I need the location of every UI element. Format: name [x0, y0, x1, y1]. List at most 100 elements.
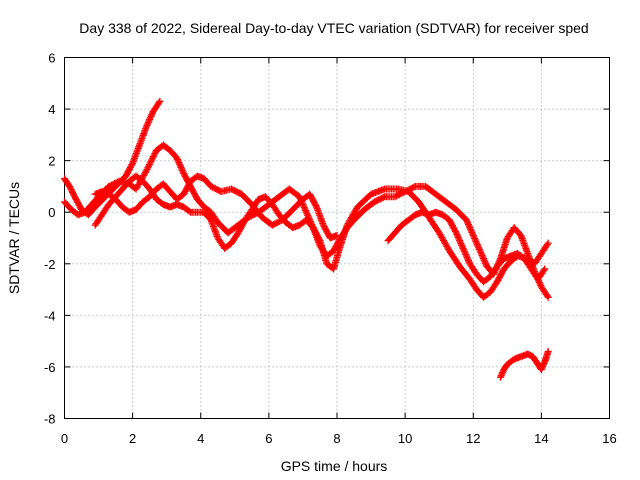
data-point-marker: [145, 117, 153, 125]
data-point-marker: [303, 210, 311, 218]
x-tick-label: 2: [129, 431, 136, 446]
data-point-marker: [465, 222, 473, 230]
data-point-marker: [464, 221, 472, 229]
x-tick-label: 12: [466, 431, 480, 446]
data-point-marker: [144, 164, 152, 172]
y-tick-label: 2: [48, 154, 55, 169]
data-point-marker: [454, 233, 462, 241]
data-point-marker: [185, 207, 193, 215]
data-point-marker: [149, 154, 157, 162]
data-point-marker: [467, 225, 475, 233]
data-point-marker: [467, 227, 475, 235]
data-point-marker: [471, 235, 479, 243]
data-point-marker: [473, 241, 481, 249]
x-tick-label: 0: [61, 431, 68, 446]
data-point-marker: [498, 370, 506, 378]
y-tick-label: -4: [44, 308, 56, 323]
data-point-marker: [471, 236, 479, 244]
data-point-marker: [301, 205, 309, 213]
data-point-marker: [128, 161, 136, 169]
data-point-marker: [144, 118, 152, 126]
data-point-marker: [302, 208, 310, 216]
y-tick-label: -2: [44, 257, 56, 272]
data-point-marker: [148, 111, 156, 119]
data-point-marker: [143, 165, 151, 173]
data-point-marker: [156, 97, 164, 105]
data-point-marker: [536, 280, 544, 288]
data-point-marker: [379, 193, 387, 201]
data-marks: [61, 97, 552, 381]
data-point-marker: [142, 123, 150, 131]
data-point-marker: [458, 241, 466, 249]
data-point-marker: [456, 237, 464, 245]
data-point-marker: [304, 211, 312, 219]
data-point-marker: [497, 373, 504, 381]
data-point-marker: [458, 243, 466, 251]
data-point-marker: [155, 99, 163, 107]
data-point-marker: [174, 156, 182, 164]
data-point-marker: [142, 167, 150, 175]
data-point-marker: [499, 369, 507, 377]
data-point-marker: [462, 216, 470, 224]
data-point-marker: [475, 245, 483, 253]
data-point-marker: [480, 256, 488, 264]
data-point-marker: [460, 246, 468, 254]
data-point-marker: [175, 159, 183, 167]
data-point-marker: [543, 292, 551, 300]
data-point-marker: [540, 359, 548, 367]
data-point-marker: [476, 247, 484, 255]
data-point-marker: [173, 154, 181, 162]
data-point-marker: [146, 159, 154, 167]
data-point-marker: [462, 251, 470, 259]
data-point-marker: [147, 112, 155, 120]
data-point-marker: [145, 161, 153, 169]
data-point-marker: [479, 253, 487, 261]
data-point-marker: [300, 204, 308, 212]
y-tick-label: 4: [48, 102, 55, 117]
data-point-marker: [464, 219, 472, 227]
data-point-marker: [177, 163, 185, 171]
data-point-marker: [145, 162, 153, 170]
data-point-marker: [537, 366, 545, 374]
data-point-marker: [454, 232, 462, 240]
y-axis-label: SDTVAR / TECUs: [6, 182, 22, 294]
data-point-marker: [544, 347, 552, 355]
data-point-marker: [150, 151, 158, 159]
data-point-marker: [543, 241, 551, 249]
x-tick-label: 10: [398, 431, 412, 446]
data-point-marker: [174, 157, 182, 165]
y-tick-label: -6: [44, 360, 56, 375]
data-point-marker: [144, 120, 152, 128]
data-point-marker: [148, 156, 156, 164]
data-point-marker: [473, 239, 481, 247]
data-point-marker: [141, 168, 149, 176]
data-point-marker: [472, 238, 480, 246]
data-point-marker: [477, 248, 485, 256]
data-point-marker: [146, 114, 154, 122]
data-point-marker: [148, 109, 156, 117]
data-point-marker: [470, 233, 478, 241]
data-point-marker: [541, 265, 549, 273]
data-point-marker: [151, 150, 159, 158]
data-point-marker: [538, 364, 546, 372]
data-point-marker: [544, 293, 552, 301]
data-point-marker: [469, 230, 477, 238]
data-point-marker: [149, 153, 157, 161]
data-point-marker: [459, 244, 467, 252]
x-axis-label: GPS time / hours: [281, 458, 388, 474]
data-point-marker: [462, 252, 470, 260]
data-point-marker: [146, 115, 154, 123]
data-point-marker: [178, 166, 186, 174]
data-point-marker: [540, 266, 548, 274]
data-point-marker: [479, 255, 487, 263]
data-point-marker: [468, 228, 476, 236]
data-point-marker: [469, 231, 477, 239]
data-point-marker: [475, 244, 483, 252]
y-tick-label: 0: [48, 205, 55, 220]
data-point-marker: [463, 254, 471, 262]
data-point-marker: [477, 250, 485, 258]
data-point-marker: [539, 362, 547, 370]
x-tick-label: 6: [265, 431, 272, 446]
data-point-marker: [452, 229, 460, 237]
